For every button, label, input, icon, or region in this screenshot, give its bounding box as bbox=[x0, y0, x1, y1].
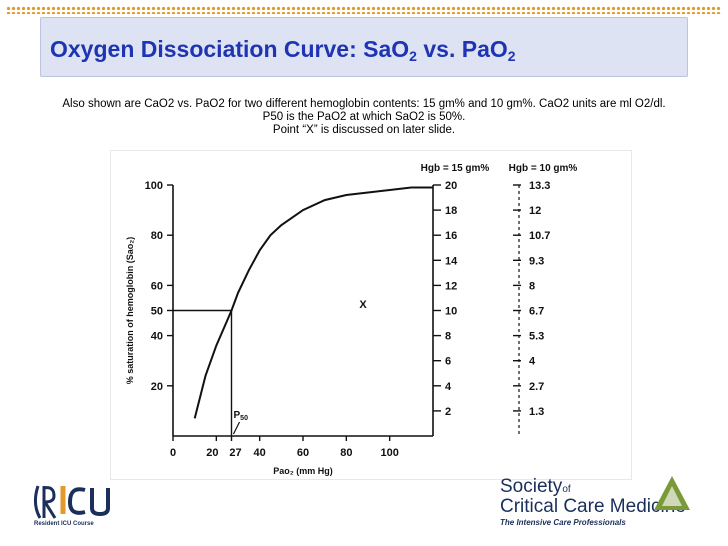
dotted-top-border bbox=[6, 6, 722, 14]
ricu-logo-text: Resident ICU Course bbox=[34, 521, 94, 527]
sccm-tagline: The Intensive Care Professionals bbox=[500, 518, 626, 527]
oxygen-dissociation-chart: 20 40 50 60 80 100 0 20 27 40 60 80 100 Pao₂ (mm Hg)%… bbox=[125, 163, 577, 476]
sccm-name-line-2: Critical Care Medicine bbox=[500, 496, 686, 517]
right-tick-label-hgb10: 10.7 bbox=[529, 230, 550, 242]
p50-label-subscript: 50 bbox=[240, 415, 248, 422]
right-tick-label-hgb10: 13.3 bbox=[529, 180, 550, 192]
right-axis-header-hgb10: Hgb = 10 gm% bbox=[509, 163, 578, 174]
right-tick-label-hgb10: 6.7 bbox=[529, 306, 544, 318]
x-tick-label: 40 bbox=[254, 447, 266, 459]
x-tick-label: 0 bbox=[170, 447, 176, 459]
right-tick-label-hgb15: 2 bbox=[445, 406, 451, 418]
caption-line-1: Also shown are CaO2 vs. PaO2 for two dif… bbox=[62, 98, 666, 110]
right-tick-label-hgb10: 2.7 bbox=[529, 381, 544, 393]
y-tick-label: 60 bbox=[151, 280, 163, 292]
slide-title: Oxygen Dissociation Curve: SaO2 vs. PaO2 bbox=[50, 36, 516, 64]
p50-label: P50 bbox=[234, 410, 249, 422]
right-tick-label-hgb15: 20 bbox=[445, 180, 457, 192]
right-tick-label-hgb15: 6 bbox=[445, 356, 451, 368]
y-tick-label: 100 bbox=[145, 180, 163, 192]
right-tick-label-hgb15: 10 bbox=[445, 306, 457, 318]
chart-area: 20 40 50 60 80 100 0 20 27 40 60 80 100 Pao₂ (mm Hg)%… bbox=[110, 150, 632, 480]
right-tick-label-hgb15: 12 bbox=[445, 280, 457, 292]
right-tick-label-hgb10: 5.3 bbox=[529, 331, 544, 343]
caption-line-3: Point “X” is discussed on later slide. bbox=[272, 124, 456, 136]
title-banner bbox=[40, 17, 688, 77]
y-tick-label: 80 bbox=[151, 230, 163, 242]
y-tick-label: 20 bbox=[151, 381, 163, 393]
right-tick-label-hgb10: 1.3 bbox=[529, 406, 544, 418]
right-axis-header-hgb15: Hgb = 15 gm% bbox=[421, 163, 490, 174]
ricu-logo-graphic bbox=[33, 485, 110, 519]
x-tick-label: 20 bbox=[206, 447, 218, 459]
caption-line-2: P50 is the PaO2 at which SaO2 is 50%. bbox=[262, 111, 466, 123]
y-axis-title: % saturation of hemoglobin (Sao₂) bbox=[125, 237, 135, 385]
y-tick-label: 40 bbox=[151, 331, 163, 343]
x-tick-label: 100 bbox=[380, 447, 398, 459]
chart-marks: P50 X bbox=[173, 186, 433, 436]
dissociation-curve bbox=[193, 186, 433, 419]
right-tick-label-hgb15: 4 bbox=[445, 381, 452, 393]
x-tick-label: 27 bbox=[229, 447, 241, 459]
right-tick-label-hgb10: 8 bbox=[529, 280, 535, 292]
x-tick-label: 80 bbox=[340, 447, 352, 459]
point-x-label: X bbox=[359, 299, 367, 311]
p50-pointer bbox=[232, 421, 241, 435]
ricu-logo: Resident ICU Course bbox=[30, 478, 120, 530]
sccm-logo: Societyof Critical Care Medicine The Int… bbox=[492, 472, 696, 532]
right-tick-label-hgb15: 18 bbox=[445, 205, 457, 217]
right-tick-label-hgb15: 14 bbox=[445, 255, 458, 267]
right-tick-label-hgb10: 9.3 bbox=[529, 255, 544, 267]
x-tick-label: 60 bbox=[297, 447, 309, 459]
right-tick-label-hgb10: 12 bbox=[529, 205, 541, 217]
sccm-triangle-mark bbox=[654, 476, 690, 510]
y-tick-label: 50 bbox=[151, 306, 163, 318]
axes: 20 40 50 60 80 100 0 20 27 40 60 80 100 Pao₂ (mm Hg)%… bbox=[125, 163, 577, 476]
sccm-name-line-1: Societyof bbox=[500, 476, 571, 497]
right-tick-label-hgb10: 4 bbox=[529, 356, 536, 368]
right-tick-label-hgb15: 16 bbox=[445, 230, 457, 242]
x-axis-title: Pao₂ (mm Hg) bbox=[273, 466, 333, 476]
right-tick-label-hgb15: 8 bbox=[445, 331, 451, 343]
